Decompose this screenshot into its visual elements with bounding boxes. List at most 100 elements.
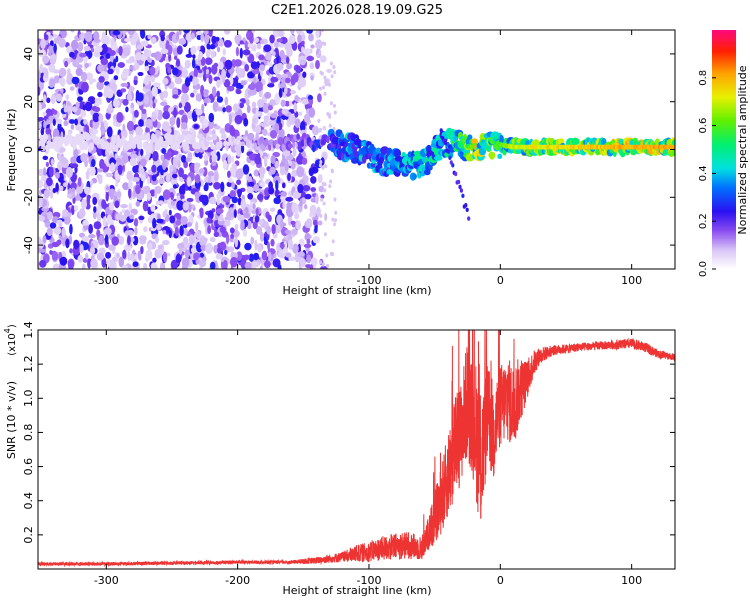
spectrogram-cell	[154, 186, 162, 194]
spectrogram-cell	[198, 153, 203, 159]
spectrogram-cell	[94, 97, 102, 103]
spectrogram-cell	[334, 210, 338, 215]
spectrogram-cell	[322, 41, 325, 46]
spectrogram-cell	[252, 117, 258, 124]
spectrogram-cell	[211, 35, 217, 44]
spectrogram-cell	[141, 108, 147, 115]
spectrogram-cell	[281, 227, 289, 237]
spectrogram-cell	[467, 134, 473, 140]
spectrogram-cell	[92, 129, 99, 135]
spectrogram-cell	[162, 239, 170, 246]
spectrogram-cell	[93, 221, 102, 230]
spectrogram-cell	[178, 30, 182, 36]
spectrogram-cell	[122, 249, 127, 259]
spectrogram-cell	[195, 221, 199, 232]
spectrogram-cell	[154, 248, 162, 259]
spectrogram-cell	[93, 206, 97, 213]
spectrogram-cell	[242, 49, 251, 56]
spectrogram-cell	[310, 187, 317, 192]
spectrogram-cell	[38, 209, 42, 215]
spectrogram-cell	[135, 52, 143, 61]
spectrogram-cell	[162, 77, 169, 85]
spectrogram-cell	[221, 68, 227, 79]
spectrogram-cell	[412, 173, 418, 180]
spectrogram-cell	[152, 111, 157, 118]
spectrogram-cell	[125, 59, 134, 64]
spectrogram-cell	[101, 257, 107, 268]
spectrogram-cell	[111, 236, 119, 246]
spectrogram-cell	[320, 197, 324, 202]
spectrogram-cell	[152, 82, 161, 88]
spectrogram-cell	[120, 82, 129, 88]
spectrogram-cell	[454, 171, 458, 177]
spectrogram-cell	[70, 124, 75, 130]
spectrogram-cell	[106, 258, 111, 267]
spectrogram-cell	[235, 144, 242, 152]
spectrogram-cell	[329, 179, 333, 184]
spectrogram-cell	[200, 84, 205, 96]
spectrogram-cell	[324, 213, 328, 221]
spectrogram-cell	[83, 45, 91, 52]
spectrogram-cell	[50, 93, 56, 105]
spectrogram-cell	[199, 259, 206, 267]
spectrogram-cell	[223, 159, 228, 171]
spectrogram-cell	[205, 243, 213, 254]
spectrogram-cell	[253, 44, 257, 52]
spectrogram-cell	[51, 241, 60, 248]
spectrogram-cell	[304, 193, 312, 200]
spectrogram-cell	[192, 88, 198, 94]
spectrogram-cell	[125, 106, 129, 113]
spectrogram-cell	[140, 135, 147, 141]
spectrogram-cell	[38, 248, 47, 253]
spectrogram-cell	[270, 130, 277, 139]
spectrogram-cell	[301, 98, 309, 105]
spectrogram-cell	[106, 214, 113, 225]
spectrogram-cell	[66, 57, 71, 63]
spectrogram-cell	[84, 186, 91, 195]
spectrogram-cell	[206, 43, 211, 48]
spectrogram-cell	[295, 220, 302, 231]
spectrogram-cell	[97, 91, 103, 98]
spectrogram-cell	[78, 208, 86, 219]
spectrogram-cell	[85, 125, 90, 134]
y-tick-label: -40	[22, 236, 35, 254]
spectrogram-cell	[138, 215, 145, 221]
spectrogram-cell	[144, 84, 151, 90]
spectrogram-cell	[170, 201, 175, 206]
spectrogram-cell	[189, 75, 194, 82]
spectrogram-cell	[70, 30, 75, 33]
spectrogram-cell	[251, 101, 257, 109]
spectrogram-cell	[65, 238, 70, 249]
spectrogram-cell	[66, 101, 71, 107]
spectrogram-cell	[281, 73, 289, 79]
spectrogram-cell	[216, 198, 221, 206]
spectrogram-cell	[140, 246, 144, 254]
spectrogram-cell	[288, 160, 293, 167]
spectrogram-cell	[273, 197, 281, 205]
y-tick-label: 40	[22, 47, 35, 61]
spectrogram-cell	[357, 140, 362, 149]
spectrogram-cell	[38, 215, 45, 222]
spectrogram-cell	[105, 191, 109, 202]
svg-text:(x104): (x104)	[3, 324, 18, 356]
spectrogram-cell	[91, 158, 96, 168]
spectrogram-cell	[255, 81, 263, 92]
spectrogram-cell	[269, 207, 276, 212]
spectrogram-cell	[85, 72, 94, 81]
spectrogram-cell	[446, 149, 450, 154]
spectrogram-cell	[185, 157, 191, 162]
spectrogram-cell	[316, 211, 320, 216]
spectrogram-cell	[133, 109, 139, 118]
spectrogram-cell	[244, 90, 248, 101]
spectrogram-cell	[116, 252, 120, 258]
spectrogram-cell	[319, 260, 323, 265]
spectrogram-cell	[121, 264, 129, 269]
spectrogram-cell	[53, 33, 58, 39]
x-tick-label: -300	[94, 574, 119, 587]
spectrogram-cell	[129, 253, 135, 261]
spectrogram-cell	[310, 75, 314, 81]
spectrogram-cell	[253, 252, 260, 261]
spectrogram-cell	[205, 68, 210, 75]
spectrogram-cell	[103, 89, 109, 98]
